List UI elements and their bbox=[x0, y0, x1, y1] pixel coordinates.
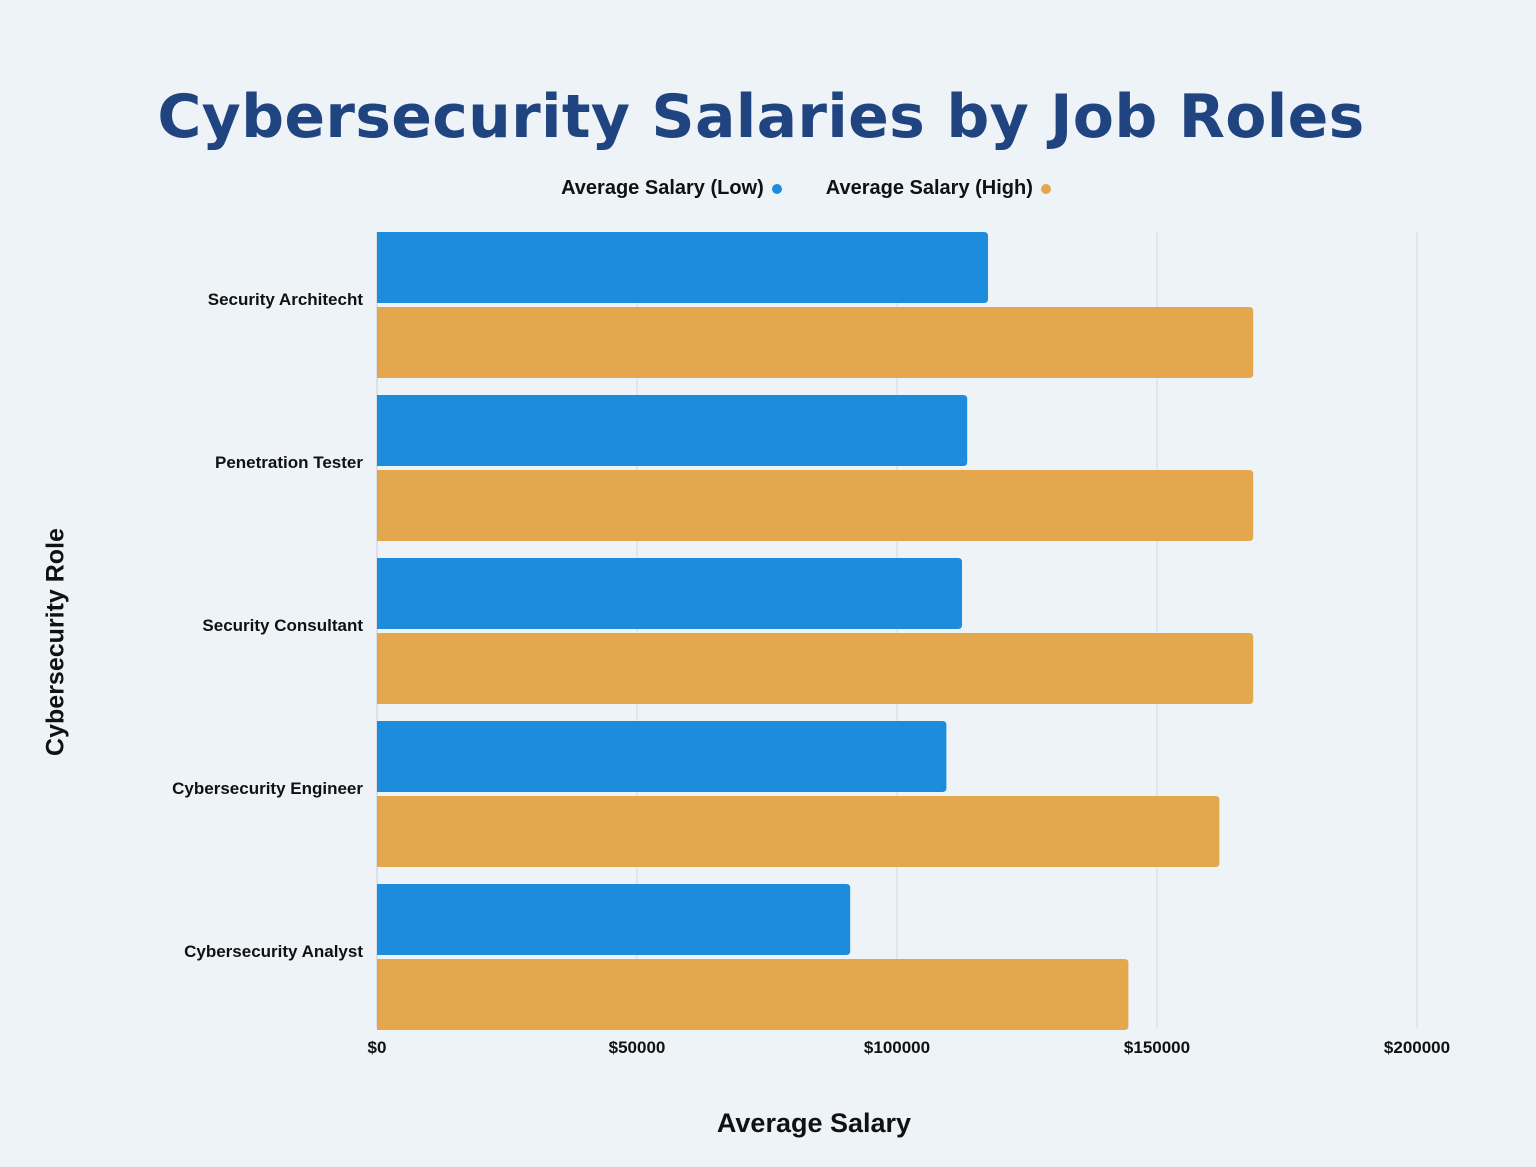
x-tick-label-2: $100000 bbox=[864, 1038, 930, 1057]
bar-high-0 bbox=[377, 307, 1254, 378]
bar-low-1 bbox=[377, 395, 968, 466]
legend: Average Salary (Low) Average Salary (Hig… bbox=[0, 177, 1536, 200]
bar-low-2 bbox=[377, 558, 962, 629]
bar-low-4 bbox=[377, 884, 851, 955]
y-tick-label-4: Cybersecurity Analyst bbox=[184, 942, 363, 961]
legend-label-high: Average Salary (High) bbox=[825, 177, 1033, 199]
legend-dot-low bbox=[771, 183, 782, 194]
bar-high-4 bbox=[377, 959, 1129, 1030]
y-tick-label-1: Penetration Tester bbox=[215, 453, 363, 472]
x-tick-label-4: $200000 bbox=[1384, 1038, 1450, 1057]
legend-item-high[interactable]: Average Salary (High) bbox=[826, 177, 1051, 200]
y-tick-label-0: Security Architecht bbox=[208, 290, 364, 309]
x-tick-label-3: $150000 bbox=[1124, 1038, 1190, 1057]
y-tick-label-2: Security Consultant bbox=[202, 616, 363, 635]
bar-low-3 bbox=[377, 721, 947, 792]
legend-dot-high bbox=[1040, 183, 1051, 194]
x-tick-label-0: $0 bbox=[368, 1038, 387, 1057]
chart-title: Cybersecurity Salaries by Job Roles bbox=[157, 82, 1365, 152]
bar-high-1 bbox=[377, 470, 1254, 541]
bar-high-2 bbox=[377, 633, 1254, 704]
legend-label-low: Average Salary (Low) bbox=[561, 177, 764, 199]
legend-item-low[interactable]: Average Salary (Low) bbox=[561, 177, 782, 200]
y-axis-title: Cybersecurity Role bbox=[41, 528, 70, 756]
bar-high-3 bbox=[377, 796, 1220, 867]
y-tick-label-3: Cybersecurity Engineer bbox=[172, 779, 363, 798]
x-axis-title: Average Salary bbox=[716, 1108, 912, 1138]
bar-low-0 bbox=[377, 232, 988, 303]
x-tick-label-1: $50000 bbox=[609, 1038, 666, 1057]
